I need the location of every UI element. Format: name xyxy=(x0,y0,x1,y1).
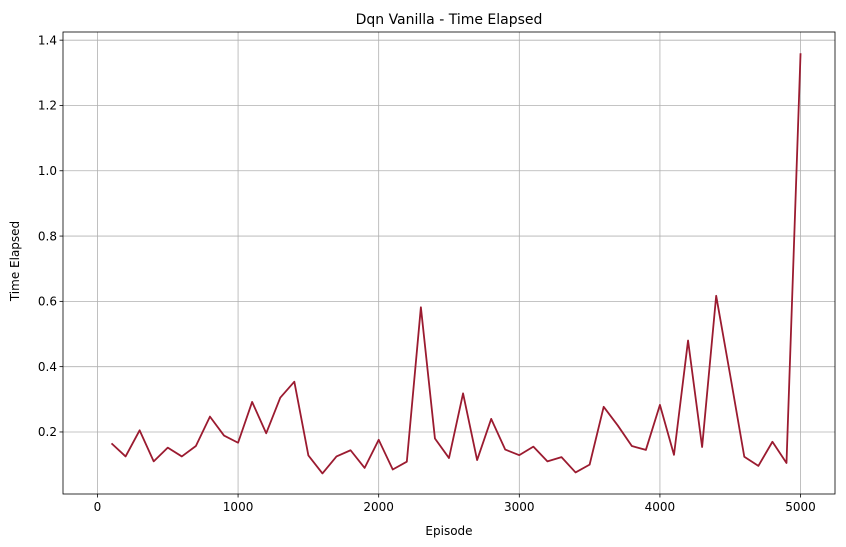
x-tick-label: 2000 xyxy=(363,500,394,514)
x-tick-label: 0 xyxy=(94,500,102,514)
y-tick-label: 1.0 xyxy=(38,164,57,178)
x-tick-label: 5000 xyxy=(785,500,816,514)
y-axis: 0.2 0.4 0.6 0.8 1.0 1.2 1.4 xyxy=(38,33,63,439)
x-tick-label: 3000 xyxy=(504,500,535,514)
grid-lines xyxy=(63,32,835,494)
x-tick-label: 1000 xyxy=(223,500,254,514)
y-tick-label: 1.4 xyxy=(38,33,57,47)
y-axis-label: Time Elapsed xyxy=(8,221,22,302)
chart-title: Dqn Vanilla - Time Elapsed xyxy=(356,12,543,28)
y-tick-label: 0.8 xyxy=(38,229,57,243)
series-line xyxy=(110,53,802,475)
x-axis-label: Episode xyxy=(425,524,472,538)
y-tick-label: 0.6 xyxy=(38,295,57,309)
x-tick-label: 4000 xyxy=(645,500,676,514)
x-axis: 0 1000 2000 3000 4000 5000 xyxy=(94,494,816,514)
y-tick-label: 0.2 xyxy=(38,425,57,439)
y-tick-label: 1.2 xyxy=(38,99,57,113)
plot-frame xyxy=(62,31,836,495)
y-tick-label: 0.4 xyxy=(38,360,57,374)
series-group xyxy=(110,53,802,475)
